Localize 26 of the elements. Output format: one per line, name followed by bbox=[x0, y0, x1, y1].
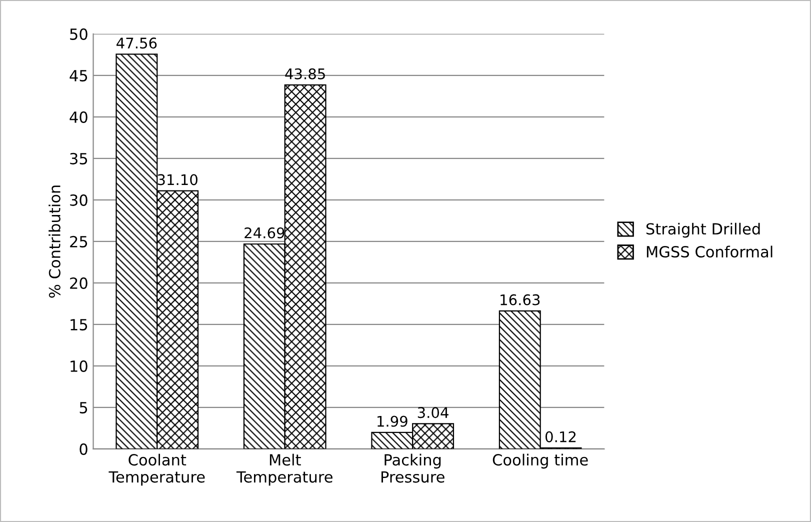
x-tick-label: Melt Temperature bbox=[236, 454, 332, 486]
data-label: 31.10 bbox=[158, 174, 198, 186]
legend-label: Straight Drilled bbox=[646, 222, 760, 238]
data-label: 24.69 bbox=[244, 227, 284, 238]
data-label: 47.56 bbox=[116, 38, 157, 49]
data-label: 1.99 bbox=[378, 416, 408, 427]
x-tick-label: Cooling time bbox=[492, 454, 588, 469]
y-tick-label: 10 bbox=[70, 360, 88, 372]
y-tick-label: 15 bbox=[70, 319, 88, 330]
y-tick-label: 30 bbox=[70, 194, 88, 206]
y-tick-label: 40 bbox=[70, 111, 88, 123]
x-tick-label: Coolant Temperature bbox=[108, 454, 205, 486]
data-label: 43.85 bbox=[285, 68, 325, 80]
y-tick-label: 0 bbox=[80, 443, 88, 455]
y-tick-label: 45 bbox=[70, 70, 88, 82]
legend-label: MGSS Conformal bbox=[646, 246, 772, 258]
data-label: 16.63 bbox=[500, 294, 540, 306]
y-tick-label: 20 bbox=[70, 277, 88, 289]
y-tick-label: 50 bbox=[70, 28, 88, 40]
y-tick-label: 35 bbox=[70, 152, 88, 164]
y-axis-title: % Contribution bbox=[48, 186, 60, 298]
data-label: 0.12 bbox=[545, 431, 576, 442]
data-label: 3.04 bbox=[418, 407, 448, 418]
y-tick-label: 5 bbox=[80, 402, 88, 414]
x-tick-label: Packing Pressure bbox=[381, 454, 444, 483]
y-tick-label: 25 bbox=[70, 236, 88, 248]
